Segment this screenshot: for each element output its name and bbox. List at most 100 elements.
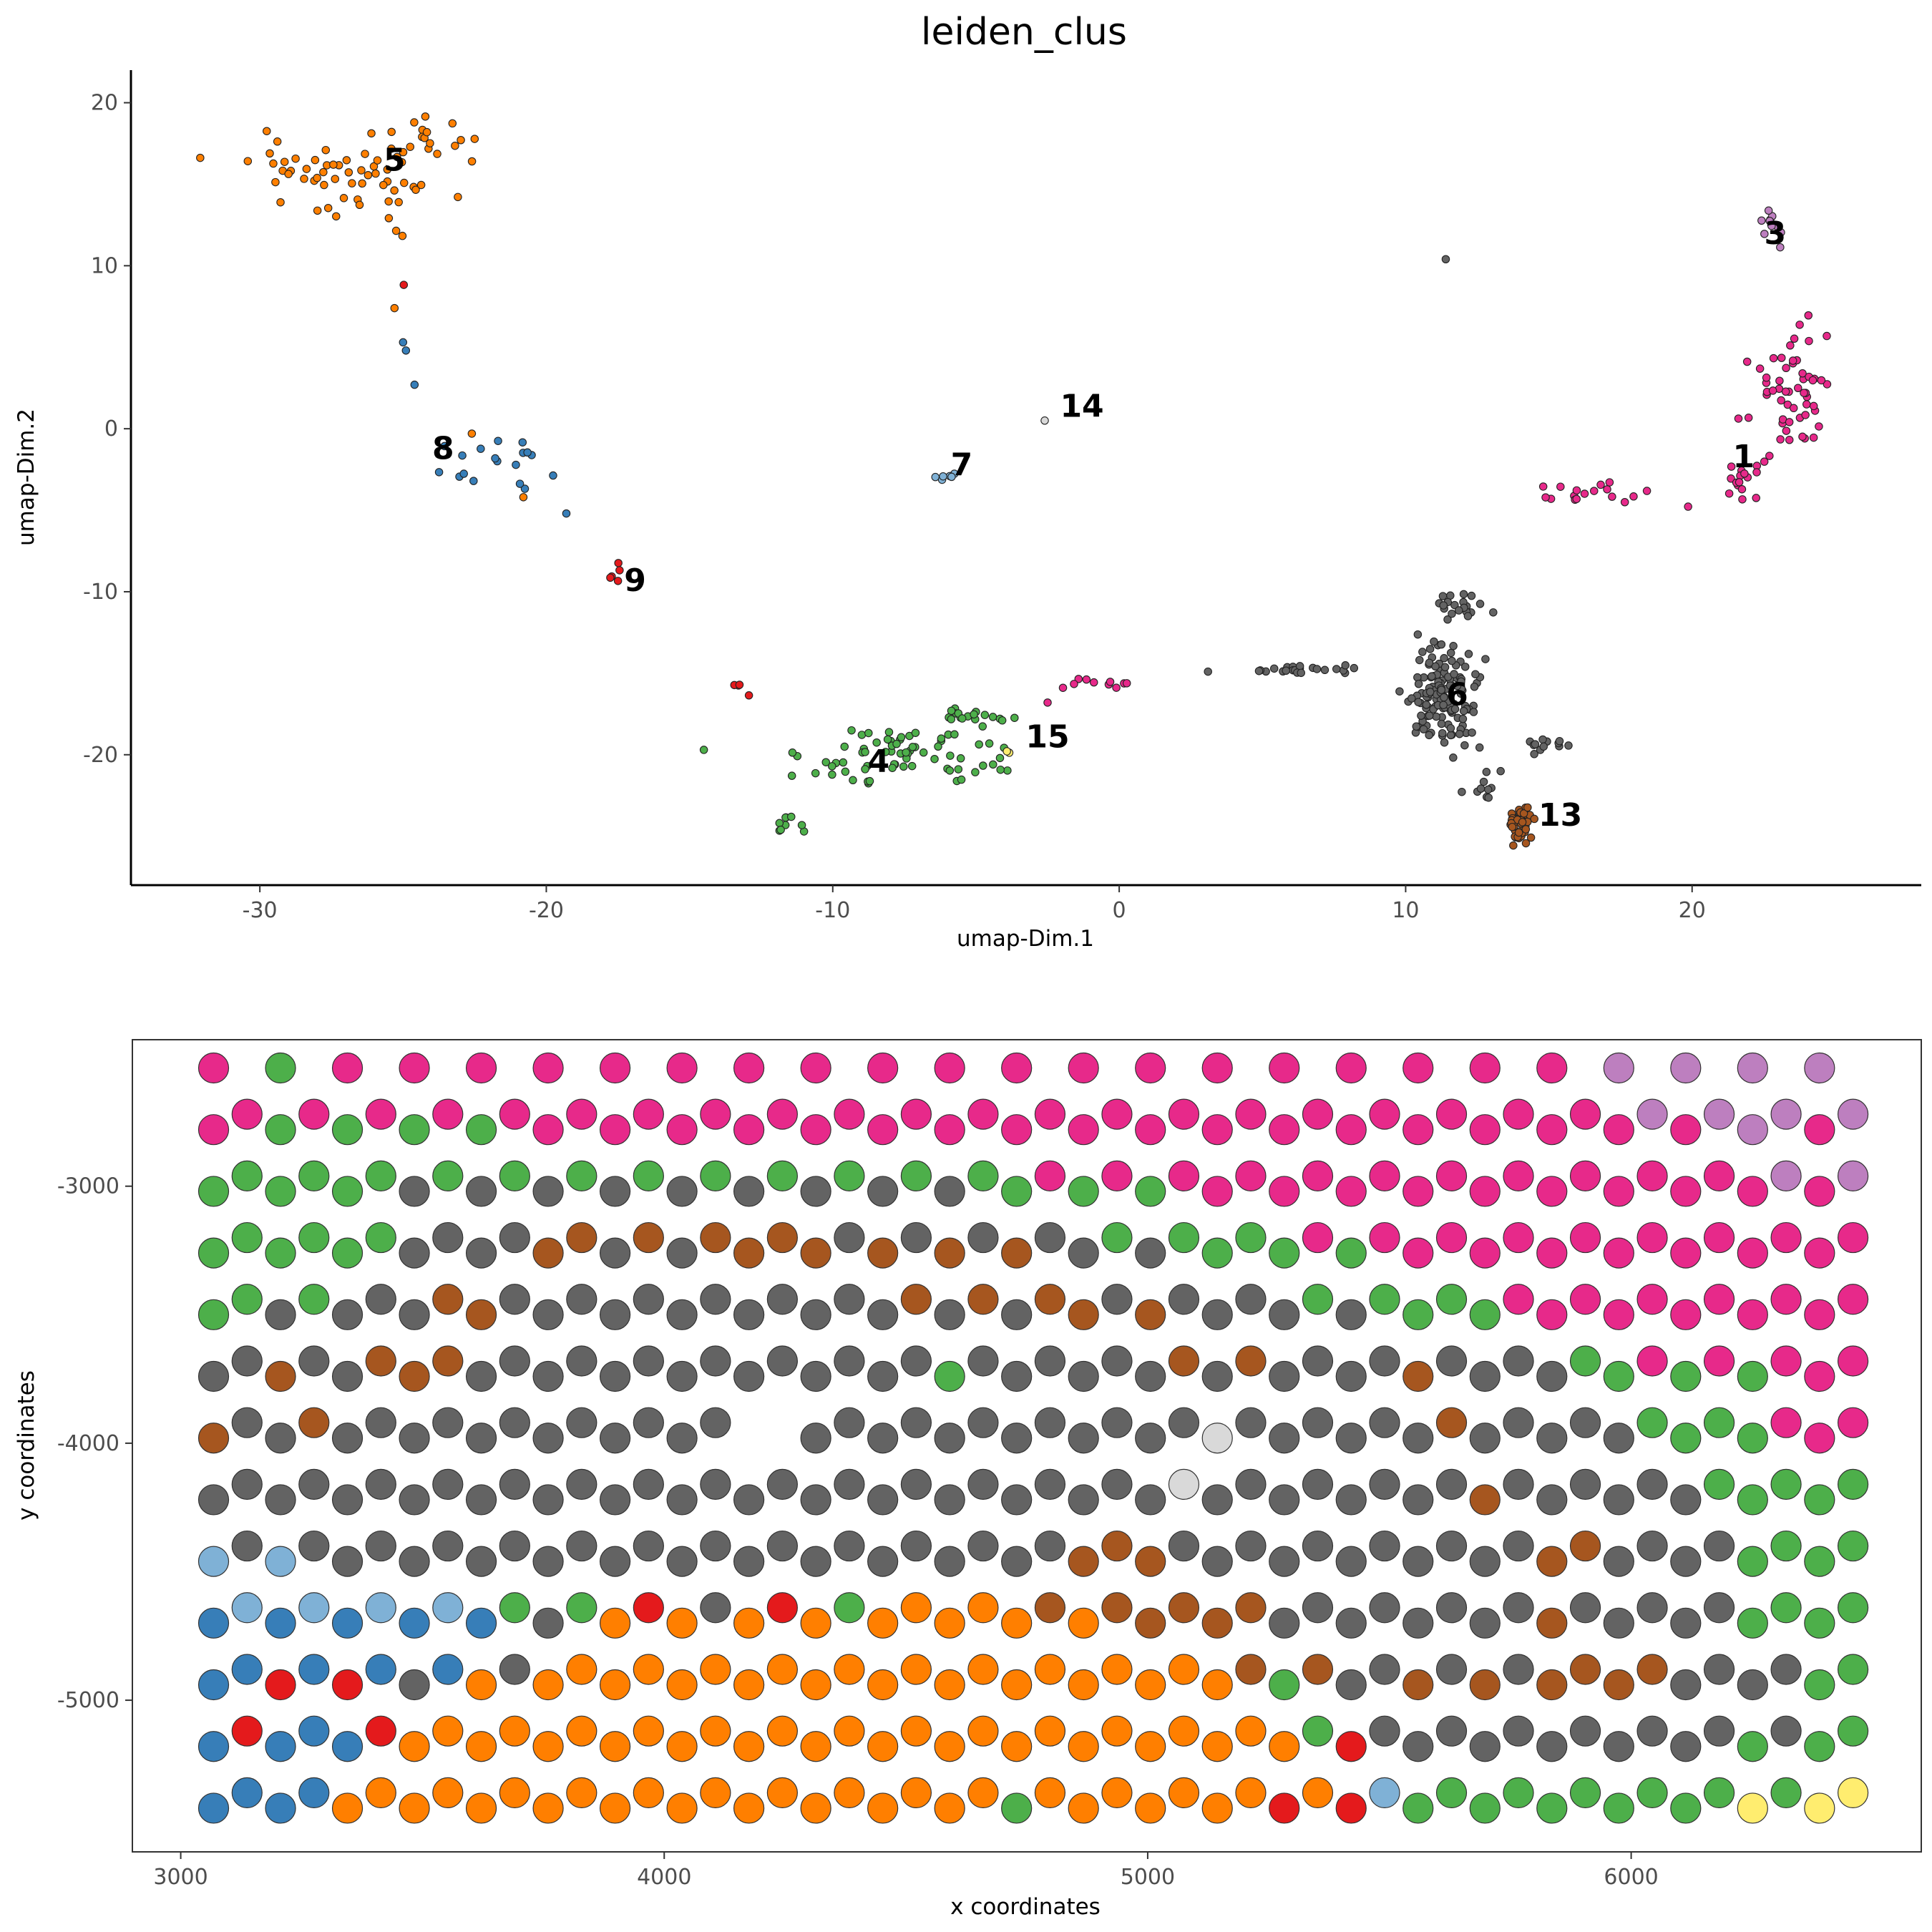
umap-point-cluster-6 (1468, 728, 1476, 737)
spot-cluster-6 (1269, 1299, 1300, 1330)
spot-cluster-6 (1536, 1484, 1568, 1516)
umap-point-cluster-5 (416, 180, 426, 190)
umap-point-cluster-6 (1459, 590, 1468, 599)
umap-point-cluster-8 (520, 484, 530, 493)
spot-cluster-6 (834, 1345, 865, 1377)
umap-point-cluster-1 (1808, 376, 1818, 385)
umap-point-cluster-6 (1460, 663, 1470, 671)
umap-point-cluster-1 (1798, 369, 1807, 378)
spot-cluster-13 (1469, 1669, 1501, 1701)
spot-cluster-6 (432, 1530, 464, 1562)
spot-cluster-6 (1168, 1530, 1200, 1562)
umap-point-cluster-6 (1479, 777, 1488, 786)
umap-point-cluster-6 (1476, 784, 1485, 793)
spot-cluster-4 (1569, 1345, 1601, 1377)
spot-cluster-5 (499, 1715, 530, 1747)
umap-point-cluster-5 (320, 180, 328, 190)
spot-cluster-5 (934, 1669, 965, 1701)
cluster-label-14: 14 (1060, 388, 1103, 424)
umap-point-cluster-6 (1425, 731, 1433, 740)
umap-point-cluster-4 (787, 812, 796, 821)
umap-point-cluster-6 (1450, 670, 1458, 678)
spot-cluster-1 (599, 1052, 631, 1084)
spot-cluster-1 (1804, 1114, 1835, 1146)
spot-cluster-3 (1770, 1098, 1802, 1130)
spot-cluster-1 (1435, 1098, 1468, 1130)
spot-cluster-6 (867, 1176, 899, 1207)
spot-cluster-1 (1804, 1423, 1835, 1454)
spot-cluster-6 (1369, 1715, 1400, 1747)
spot-cluster-4 (834, 1592, 865, 1624)
umap-point-cluster-4 (857, 731, 867, 739)
umap-point-cluster-6 (1414, 679, 1423, 688)
umap-point-cluster-6 (1320, 665, 1330, 675)
spot-cluster-1 (1201, 1052, 1233, 1084)
spot-cluster-6 (1101, 1468, 1133, 1500)
umap-x-tick-label: 20 (1679, 898, 1706, 923)
umap-point-cluster-8 (401, 346, 411, 355)
spot-cluster-6 (666, 1237, 698, 1269)
umap-point-cluster-5 (390, 186, 399, 195)
spot-cluster-5 (1034, 1777, 1066, 1808)
chart-title: leiden_clus (921, 11, 1127, 54)
spot-cluster-1 (1469, 1052, 1501, 1084)
umap-point-cluster-5 (390, 303, 399, 313)
spot-cluster-6 (1569, 1407, 1601, 1438)
spot-cluster-9 (1269, 1792, 1300, 1824)
umap-point-cluster-4 (957, 714, 967, 723)
spot-cluster-6 (1201, 1546, 1233, 1577)
umap-point-cluster-6 (1425, 711, 1434, 720)
spot-cluster-5 (700, 1715, 731, 1747)
spot-cluster-3 (1804, 1052, 1835, 1084)
spot-cluster-1 (1569, 1098, 1601, 1130)
spot-cluster-4 (1737, 1607, 1768, 1639)
spot-cluster-6 (867, 1423, 899, 1454)
spot-cluster-4 (766, 1160, 798, 1191)
umap-point-cluster-6 (1407, 694, 1416, 703)
spot-cluster-1 (1201, 1176, 1233, 1207)
spot-cluster-8 (197, 1607, 230, 1639)
umap-cluster-labels: 5 3 14 1 8 7 9 6 15 4 13 (384, 142, 1786, 834)
spot-cluster-6 (1335, 1299, 1367, 1330)
spot-cluster-1 (1068, 1052, 1099, 1084)
spot-cluster-6 (633, 1530, 664, 1562)
spot-cluster-6 (1001, 1299, 1033, 1330)
spot-cluster-4 (1402, 1299, 1434, 1330)
spot-cluster-6 (566, 1345, 597, 1377)
spot-cluster-6 (1402, 1423, 1434, 1454)
umap-point-cluster-1 (1642, 487, 1652, 495)
umap-point-cluster-1 (1744, 414, 1753, 422)
spot-cluster-5 (900, 1654, 932, 1685)
spot-cluster-6 (399, 1546, 430, 1577)
spot-cluster-6 (1068, 1237, 1099, 1269)
spatial-axes: 3000 4000 5000 6000 -3000 -4000 -5000 (57, 1174, 1659, 1890)
spot-cluster-6 (1670, 1607, 1702, 1639)
umap-point-cluster-6 (1439, 601, 1448, 610)
umap-point-cluster-1 (1596, 480, 1605, 489)
spot-cluster-1 (1001, 1114, 1033, 1146)
umap-point-cluster-6 (1449, 642, 1458, 650)
umap-point-cluster-6 (1422, 701, 1431, 709)
umap-point-cluster-6 (1312, 665, 1322, 673)
umap-point-cluster-5 (331, 175, 340, 183)
umap-point-cluster-4 (930, 754, 939, 763)
spot-cluster-1 (1636, 1221, 1668, 1254)
spatial-y-tick-label: -5000 (57, 1688, 119, 1713)
umap-point-cluster-13 (1519, 809, 1528, 818)
spot-cluster-6 (1235, 1407, 1267, 1438)
umap-point-cluster-5 (411, 185, 420, 194)
umap-point-cluster-1 (1070, 680, 1078, 688)
spot-cluster-13 (1569, 1654, 1601, 1685)
spot-cluster-4 (298, 1160, 330, 1191)
spot-cluster-1 (1536, 1299, 1568, 1330)
spot-cluster-6 (331, 1484, 364, 1516)
spot-cluster-4 (231, 1284, 263, 1315)
umap-point-cluster-6 (1470, 682, 1479, 691)
spot-cluster-13 (465, 1299, 497, 1330)
umap-point-cluster-6 (1453, 681, 1462, 691)
spot-cluster-6 (331, 1423, 364, 1454)
umap-point-cluster-9 (399, 280, 409, 289)
spot-cluster-1 (1503, 1221, 1534, 1254)
umap-point-cluster-6 (1440, 654, 1448, 663)
umap-point-cluster-4 (947, 706, 956, 716)
